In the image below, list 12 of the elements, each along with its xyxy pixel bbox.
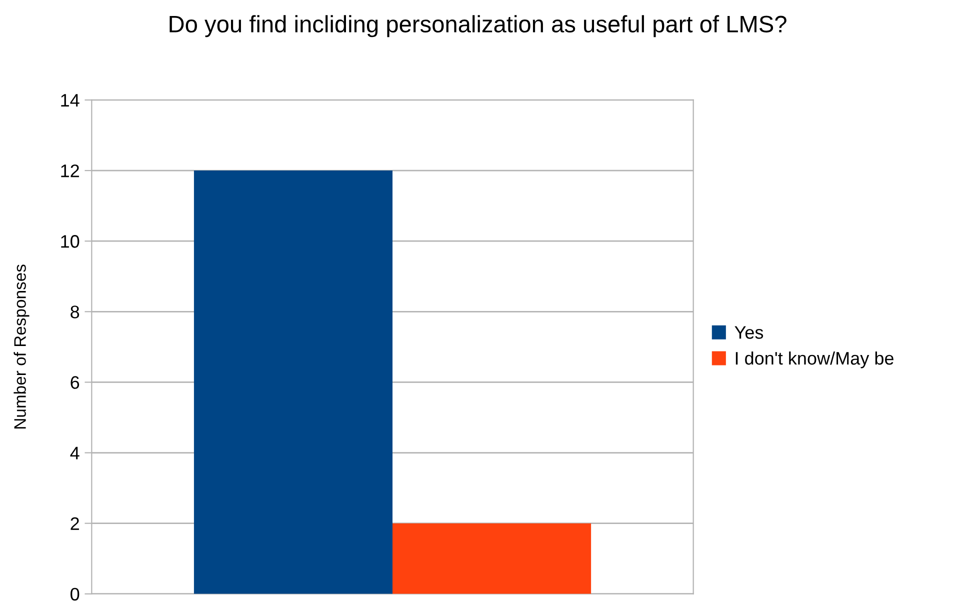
y-tick-label: 6 <box>70 376 80 389</box>
chart-title: Do you find incliding personalization as useful part of LMS? <box>170 15 786 38</box>
y-tick-label: 10 <box>61 235 80 248</box>
y-tick-label: 0 <box>70 588 80 601</box>
y-tick-label: 4 <box>70 446 80 460</box>
legend-label: Yes <box>734 326 764 339</box>
y-tick-label: 2 <box>70 517 79 530</box>
legend-label: I don't know/May be <box>736 351 894 368</box>
y-tick-label: 12 <box>61 164 79 178</box>
y-tick-label: 8 <box>70 306 80 318</box>
y-tick-label: 14 <box>61 94 80 107</box>
y-axis-title: Number of Responses <box>14 264 30 428</box>
